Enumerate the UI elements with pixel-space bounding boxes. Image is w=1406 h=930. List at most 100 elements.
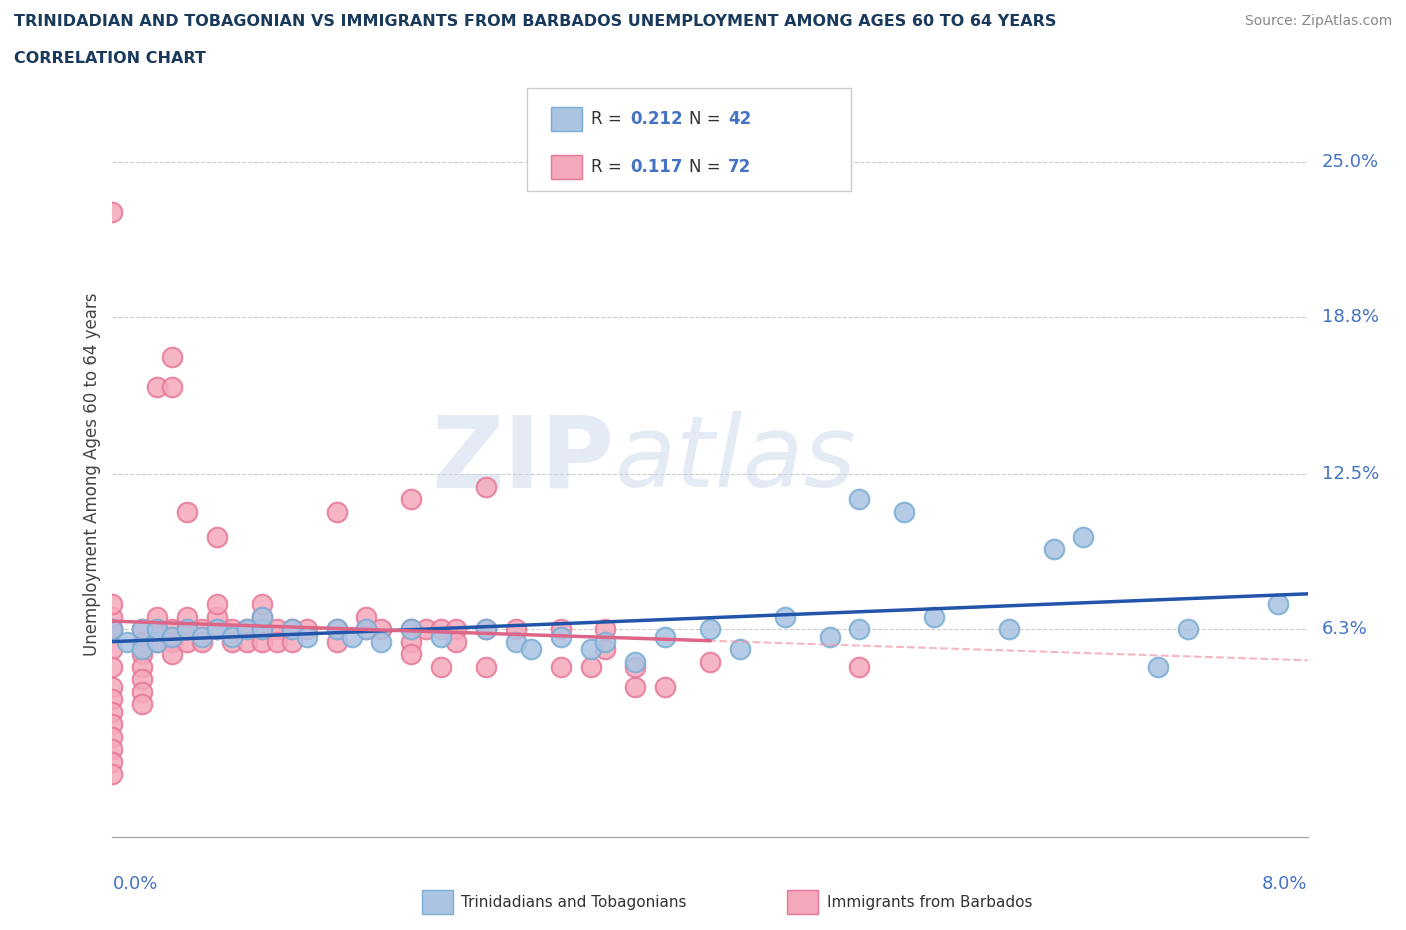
Point — [221, 630, 243, 644]
Point — [475, 622, 498, 637]
Text: Immigrants from Barbados: Immigrants from Barbados — [827, 895, 1032, 910]
Point — [624, 680, 647, 695]
Point — [131, 659, 153, 674]
Point — [370, 634, 392, 649]
Point — [595, 642, 617, 657]
Point — [340, 630, 363, 644]
Text: 72: 72 — [728, 158, 752, 177]
Point — [176, 622, 198, 637]
Point — [579, 642, 602, 657]
Text: TRINIDADIAN AND TOBAGONIAN VS IMMIGRANTS FROM BARBADOS UNEMPLOYMENT AMONG AGES 6: TRINIDADIAN AND TOBAGONIAN VS IMMIGRANTS… — [14, 14, 1056, 29]
Point — [205, 622, 228, 637]
Point — [236, 634, 259, 649]
Point — [131, 642, 153, 657]
Point — [1267, 597, 1289, 612]
Point — [205, 609, 228, 624]
Point — [266, 622, 288, 637]
Text: Source: ZipAtlas.com: Source: ZipAtlas.com — [1244, 14, 1392, 28]
Point — [131, 697, 153, 711]
Point — [370, 622, 392, 637]
Point — [773, 609, 796, 624]
Point — [131, 647, 153, 662]
Point — [401, 492, 423, 507]
Point — [250, 609, 273, 624]
Text: 6.3%: 6.3% — [1322, 620, 1368, 638]
Point — [101, 622, 124, 637]
Point — [146, 634, 169, 649]
Point — [281, 634, 304, 649]
Point — [250, 622, 273, 637]
Point — [191, 622, 214, 637]
Point — [146, 622, 169, 637]
Point — [550, 659, 572, 674]
Text: R =: R = — [591, 110, 627, 128]
Point — [401, 647, 423, 662]
Text: 25.0%: 25.0% — [1322, 153, 1379, 170]
Point — [146, 609, 169, 624]
Text: 8.0%: 8.0% — [1263, 874, 1308, 893]
Point — [191, 634, 214, 649]
Point — [475, 659, 498, 674]
Point — [595, 622, 617, 637]
Point — [101, 754, 124, 769]
Point — [325, 622, 347, 637]
Point — [205, 597, 228, 612]
Point — [505, 622, 527, 637]
Point — [101, 622, 124, 637]
Point — [101, 705, 124, 720]
Point — [624, 659, 647, 674]
Point — [444, 634, 467, 649]
Text: 0.212: 0.212 — [630, 110, 682, 128]
Point — [595, 634, 617, 649]
Point — [176, 634, 198, 649]
Point — [101, 742, 124, 757]
Point — [146, 379, 169, 394]
Point — [162, 622, 183, 637]
Point — [250, 634, 273, 649]
Point — [922, 609, 945, 624]
Point — [430, 630, 453, 644]
Point — [162, 350, 183, 365]
Point — [325, 634, 347, 649]
Point — [325, 504, 347, 519]
Text: atlas: atlas — [614, 411, 856, 509]
Point — [1073, 529, 1095, 544]
Point — [176, 622, 198, 637]
Text: N =: N = — [689, 110, 725, 128]
Point — [1042, 542, 1064, 557]
Point — [654, 630, 676, 644]
Point — [401, 622, 423, 637]
Text: 0.117: 0.117 — [630, 158, 682, 177]
Point — [520, 642, 543, 657]
Point — [281, 622, 304, 637]
Point — [162, 634, 183, 649]
Point — [236, 622, 259, 637]
Point — [401, 634, 423, 649]
Point — [266, 634, 288, 649]
Point — [818, 630, 841, 644]
Point — [101, 717, 124, 732]
Text: N =: N = — [689, 158, 725, 177]
Point — [505, 634, 527, 649]
Point — [101, 642, 124, 657]
Point — [699, 622, 721, 637]
Point — [101, 692, 124, 707]
Point — [117, 634, 139, 649]
Point — [131, 672, 153, 687]
Point — [356, 622, 378, 637]
Point — [162, 630, 183, 644]
Point — [146, 622, 169, 637]
Point — [325, 622, 347, 637]
Point — [205, 622, 228, 637]
Point — [444, 622, 467, 637]
Text: ZIP: ZIP — [432, 411, 614, 509]
Point — [101, 659, 124, 674]
Point — [101, 622, 124, 637]
Point — [162, 379, 183, 394]
Point — [415, 622, 437, 637]
Point — [101, 205, 124, 219]
Point — [550, 630, 572, 644]
Point — [250, 597, 273, 612]
Point — [356, 622, 378, 637]
Point — [295, 630, 318, 644]
